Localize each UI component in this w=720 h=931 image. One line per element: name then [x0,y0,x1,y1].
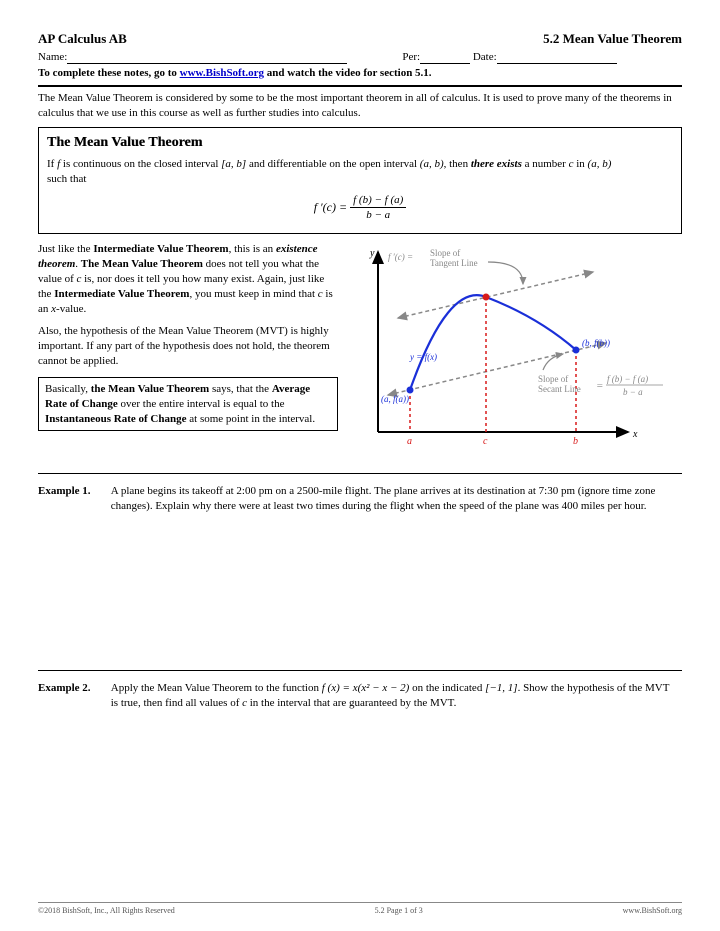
e2fx: f (x) = x(x² − x − 2) [322,682,410,694]
e1o: -value. [56,303,86,315]
divider-ex1 [38,473,682,474]
e2d: in the interval that are guaranteed by t… [247,697,456,709]
formula-frac: f (b) − f (a) b − a [350,193,406,224]
section-title: 5.2 Mean Value Theorem [543,30,682,48]
mvt-diagram: y x a c b [348,242,678,462]
label-pt-b: (b, f(b)) [582,338,610,348]
ex2-text: Apply the Mean Value Theorem to the func… [111,681,671,711]
e1b: Intermediate Value Theorem [93,243,228,255]
th-t2: is continuous on the closed interval [60,158,221,170]
example-1: Example 1. A plane begins its takeoff at… [38,484,682,514]
bc: says, that the [209,383,272,395]
formula-lhs: f ′(c) = [314,200,350,214]
y-axis-label: y [369,248,375,259]
divider-top [38,85,682,87]
secant-eq-den: b − a [623,387,643,397]
secant-eq-num: f (b) − f (a) [607,374,648,384]
tick-c: c [483,436,488,447]
e1k: , you must keep in mind that [189,288,317,300]
ex1-label: Example 1. [38,484,108,499]
theorem-box: The Mean Value Theorem If f is continuou… [38,127,682,234]
label-pt-a: (a, f(a)) [381,394,409,404]
bf: Instantaneous Rate of Change [45,413,187,425]
name-label: Name: [38,51,67,63]
fprime-label: f ′(c) = [388,252,413,262]
formula-num: f (b) − f (a) [350,193,406,209]
e2a: Apply the Mean Value Theorem to the func… [111,682,322,694]
point-a [407,387,414,394]
point-b [573,347,580,354]
theorem-title: The Mean Value Theorem [47,134,673,153]
footer-right: www.BishSoft.org [623,906,682,917]
footer-center: 5.2 Page 1 of 3 [375,906,423,917]
th-t6: in [573,158,587,170]
instr-prefix: To complete these notes, go to [38,67,180,79]
ex2-label: Example 2. [38,681,108,696]
info-row: Name: Per: Date: [38,50,682,65]
e1j: Intermediate Value Theorem [54,288,189,300]
secant-eq-equals: = [596,380,603,392]
theorem-body: If f is continuous on the closed interva… [47,157,673,187]
divider-ex2 [38,670,682,671]
intro-text: The Mean Value Theorem is considered by … [38,91,682,121]
th-open2: (a, b) [588,158,612,170]
e1f: The Mean Value Theorem [81,258,203,270]
e2b: on the indicated [409,682,485,694]
bg: at some point in the interval. [187,413,316,425]
secant-lbl2: Secant Line [538,384,581,394]
arrow-to-tangent [488,262,523,284]
instr-link[interactable]: www.BishSoft.org [180,67,264,79]
th-exists: there exists [471,158,522,170]
instruction-line: To complete these notes, go to www.BishS… [38,66,682,81]
explain-p1: Just like the Intermediate Value Theorem… [38,242,338,316]
th-t1: If [47,158,57,170]
ex1-text: A plane begins its takeoff at 2:00 pm on… [111,484,671,514]
label-curve: y = f(x) [409,352,437,362]
date-label: Date: [473,51,497,63]
th-open: (a, b) [420,158,444,170]
columns: Just like the Intermediate Value Theorem… [38,242,682,467]
instr-suffix: and watch the video for section 5.1. [264,67,432,79]
explain-p2: Also, the hypothesis of the Mean Value T… [38,324,338,369]
tangent-lbl2: Tangent Line [430,258,478,268]
tick-b: b [573,436,578,447]
bb: the Mean Value Theorem [91,383,209,395]
e1a: Just like the [38,243,93,255]
th-t5: a number [522,158,569,170]
th-t4: , then [444,158,471,170]
course-title: AP Calculus AB [38,30,127,48]
example-2: Example 2. Apply the Mean Value Theorem … [38,681,682,711]
secant-lbl1: Slope of [538,374,568,384]
footer: ©2018 BishSoft, Inc., All Rights Reserve… [38,902,682,917]
th-t7: such that [47,173,86,185]
e1c: , this is an [229,243,276,255]
th-t3: and differentiable on the open interval [246,158,420,170]
tick-a: a [407,436,412,447]
footer-left: ©2018 BishSoft, Inc., All Rights Reserve… [38,906,175,917]
tangent-line [398,272,593,318]
ba: Basically, [45,383,91,395]
x-axis-label: x [632,429,638,440]
th-closed: [a, b] [221,158,246,170]
be: over the entire interval is equal to the [118,398,285,410]
page: AP Calculus AB 5.2 Mean Value Theorem Na… [0,0,720,931]
per-label: Per: [402,51,420,63]
point-c [483,294,490,301]
right-column: y x a c b [348,242,682,467]
theorem-formula: f ′(c) = f (b) − f (a) b − a [47,193,673,224]
basic-box: Basically, the Mean Value Theorem says, … [38,377,338,432]
header-row: AP Calculus AB 5.2 Mean Value Theorem [38,30,682,48]
left-column: Just like the Intermediate Value Theorem… [38,242,338,467]
workspace-1 [38,514,682,664]
formula-den: b − a [350,208,406,223]
e2int: [−1, 1] [485,682,517,694]
tangent-lbl1: Slope of [430,248,460,258]
